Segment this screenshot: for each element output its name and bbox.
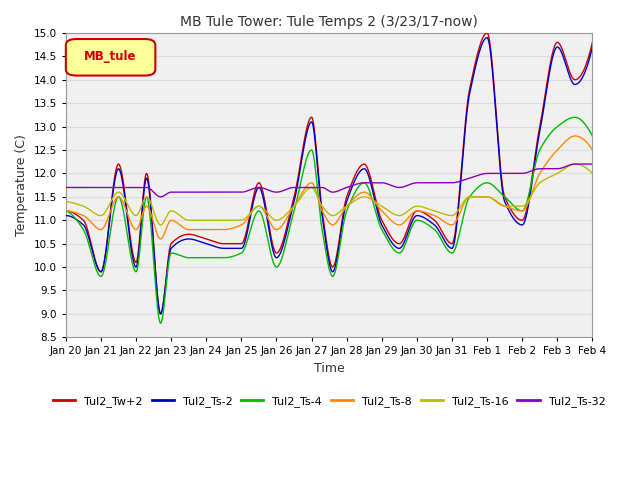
Text: MB_tule: MB_tule bbox=[84, 50, 137, 63]
X-axis label: Time: Time bbox=[314, 362, 344, 375]
Title: MB Tule Tower: Tule Temps 2 (3/23/17-now): MB Tule Tower: Tule Temps 2 (3/23/17-now… bbox=[180, 15, 478, 29]
FancyBboxPatch shape bbox=[66, 39, 156, 75]
Legend: Tul2_Tw+2, Tul2_Ts-2, Tul2_Ts-4, Tul2_Ts-8, Tul2_Ts-16, Tul2_Ts-32: Tul2_Tw+2, Tul2_Ts-2, Tul2_Ts-4, Tul2_Ts… bbox=[49, 392, 610, 411]
Y-axis label: Temperature (C): Temperature (C) bbox=[15, 134, 28, 236]
